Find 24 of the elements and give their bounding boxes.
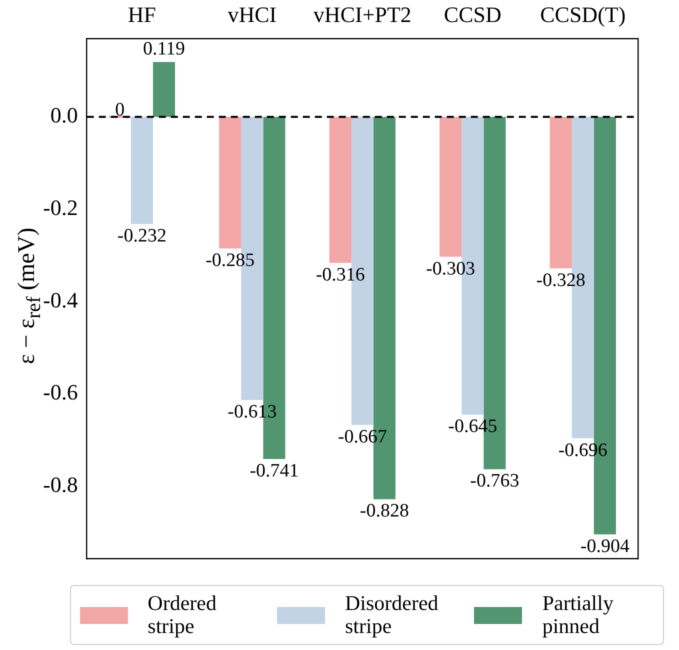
x-tick-label: CCSD(T)	[540, 2, 626, 27]
data-label: -0.232	[117, 226, 166, 247]
data-label: -0.316	[316, 264, 365, 286]
data-label: -0.328	[536, 270, 586, 291]
data-label: 0	[115, 99, 125, 120]
y-tick-label: -0.8	[43, 472, 78, 498]
legend-label: Ordered stripe	[148, 591, 218, 638]
data-label: -0.904	[580, 536, 630, 557]
data-label: -0.285	[206, 250, 255, 271]
data-label: -0.763	[470, 470, 520, 492]
x-tick-label: vHCI+PT2	[313, 2, 412, 27]
legend-label: Partially pinned	[542, 591, 614, 638]
data-label: -0.303	[426, 258, 476, 280]
x-tick-label: CCSD	[444, 2, 502, 27]
y-tick-label: -0.6	[43, 380, 78, 405]
y-tick-label: -0.4	[43, 287, 78, 312]
x-tick-label: HF	[128, 2, 156, 27]
x-tick-label: vHCI	[228, 2, 277, 27]
legend-label: Disordered stripe	[344, 591, 440, 638]
data-label: -0.741	[250, 460, 299, 482]
y-tick-label: 0.0	[50, 102, 78, 128]
data-label: -0.828	[360, 500, 409, 522]
y-tick-label: -0.2	[43, 195, 78, 220]
data-label: 0.119	[142, 38, 186, 60]
